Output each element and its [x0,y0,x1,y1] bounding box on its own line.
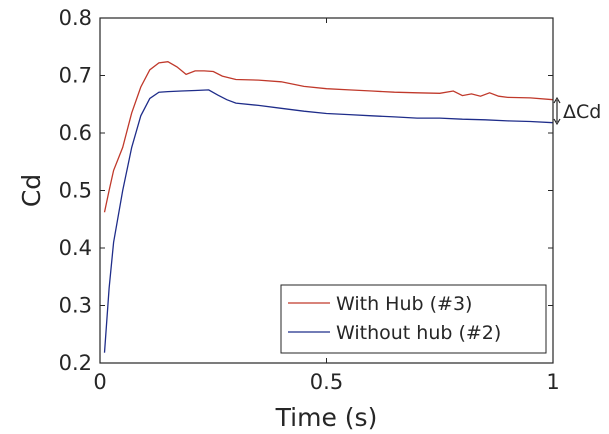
delta-cd-arrowhead-down [553,118,561,126]
y-tick-label: 0.5 [59,179,92,203]
legend-label-2: Without hub (#2) [336,322,501,344]
legend: With Hub (#3) Without hub (#2) [280,284,547,354]
series-line-2 [103,89,554,353]
series-layer [103,61,554,353]
legend-label-1: With Hub (#3) [336,293,472,315]
y-tick-label: 0.8 [59,6,92,30]
legend-box [280,284,547,354]
x-tick-label: 0.5 [310,370,343,394]
y-tick-label: 0.2 [59,351,92,375]
x-tick-label: 1 [546,370,559,394]
x-tick-label: 0 [93,370,106,394]
delta-cd-arrowhead-up [553,96,561,104]
y-tick-label: 0.4 [59,236,92,260]
y-tick-label: 0.6 [59,121,92,145]
y-tick-label: 0.7 [59,64,92,88]
delta-cd-annotation: ΔCd [553,96,601,126]
series-line-1 [103,61,554,213]
y-axis-label: Cd [17,174,46,207]
x-axis-label: Time (s) [275,403,378,432]
delta-cd-label: ΔCd [563,101,601,123]
ticks-layer: 0 0.5 1 0.2 0.3 0.4 0.5 0.6 0.7 0.8 [59,6,560,394]
y-tick-label: 0.3 [59,294,92,318]
